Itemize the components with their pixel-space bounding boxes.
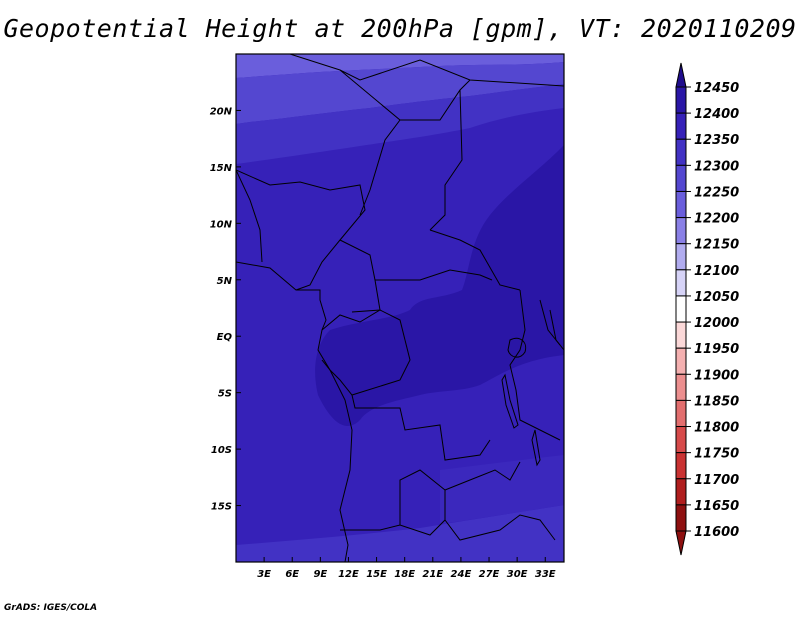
colorbar-label: 12150 — [694, 238, 739, 253]
colorbar-box — [675, 452, 687, 480]
x-tick-label: 15E — [366, 569, 387, 580]
coastline-east — [549, 309, 564, 351]
lake-malawi — [531, 429, 541, 467]
field-band-12400-core — [315, 145, 564, 426]
border-angola-namibia — [340, 490, 446, 536]
colorbar-label: 11800 — [694, 421, 739, 436]
y-tick-label: EQ — [217, 332, 233, 343]
border-sudan-ssudan — [429, 229, 521, 291]
border-southern-africa — [444, 514, 556, 541]
border-zambia — [444, 461, 521, 491]
lake-victoria — [507, 337, 527, 358]
y-tick-label: 15S — [211, 502, 232, 513]
border-car-south — [375, 269, 493, 281]
border-chad-libya — [339, 69, 471, 121]
x-tick-label: 3E — [257, 569, 271, 580]
colorbar-label: 11600 — [694, 525, 739, 540]
colorbar-box — [675, 504, 687, 532]
border-drc-south — [351, 394, 491, 461]
colorbar-bottom-triangle — [675, 530, 687, 556]
border-north-africa — [289, 54, 564, 87]
border-angola-zambia — [399, 469, 446, 525]
y-tick-label: 5S — [218, 389, 232, 400]
border-nigeria — [236, 169, 366, 291]
colorbar-top-triangle — [675, 62, 687, 88]
y-tick-label: 5N — [217, 276, 233, 287]
x-tick-label: 24E — [451, 569, 472, 580]
colorbar-label: 11950 — [694, 342, 739, 357]
y-tick-label: 10N — [210, 219, 233, 230]
colorbar-box — [675, 138, 687, 166]
x-tick-label: 27E — [479, 569, 500, 580]
lake-tanganyika — [501, 373, 519, 429]
colorbar-label: 12400 — [694, 107, 739, 122]
colorbar-label: 12050 — [694, 290, 739, 305]
latitude-axis: 20N 15N 10N 5N EQ 5S 10S 15S — [210, 106, 241, 513]
geopotential-field — [236, 54, 564, 562]
colorbar-box — [675, 112, 687, 140]
x-tick-label: 12E — [338, 569, 359, 580]
border-drc-west — [321, 309, 406, 341]
country-borders — [236, 54, 564, 562]
colorbar-box — [675, 399, 687, 428]
colorbar-label: 12100 — [694, 264, 739, 279]
y-tick-label: 10S — [211, 445, 232, 456]
x-tick-label: 18E — [394, 569, 415, 580]
colorbar-box — [675, 243, 687, 271]
border-east-africa — [509, 289, 561, 441]
coastline-west — [236, 261, 353, 562]
colorbar-box — [675, 426, 687, 454]
colorbar-box — [675, 373, 687, 401]
colorbar-box — [675, 347, 687, 375]
field-band-12250 — [236, 62, 564, 124]
border-niger-chad — [359, 119, 401, 216]
longitude-axis: 3E 6E 9E 12E 15E 18E 21E 24E 27E 30E 33E — [257, 557, 556, 580]
map-frame — [235, 53, 565, 563]
colorbar-box — [675, 295, 687, 323]
colorbar-box — [675, 478, 687, 506]
colorbar-box — [675, 86, 687, 114]
colorbar-label: 11650 — [694, 499, 739, 514]
colorbar-label: 12450 — [694, 81, 739, 96]
colorbar-label: 12250 — [694, 185, 739, 200]
x-tick-label: 33E — [535, 569, 556, 580]
x-tick-label: 9E — [313, 569, 327, 580]
colorbar-label: 11700 — [694, 473, 739, 488]
field-band-12350-southeast — [440, 455, 564, 524]
colorbar-label: 12300 — [694, 159, 739, 174]
colorbar-box — [675, 164, 687, 192]
colorbar-label: 12350 — [694, 133, 739, 148]
colorbar-label: 12000 — [694, 316, 739, 331]
y-tick-label: 20N — [210, 106, 233, 117]
colorbar-box — [675, 269, 687, 297]
colorbar: 12450 12400 12350 12300 12250 12200 12150 12100… — [675, 62, 739, 556]
border-chad-sudan — [429, 89, 463, 231]
colorbar-label: 11900 — [694, 368, 739, 383]
colorbar-label: 11850 — [694, 394, 739, 409]
colorbar-box — [675, 190, 687, 219]
x-tick-label: 30E — [507, 569, 528, 580]
coastline-west-north — [236, 169, 263, 263]
grads-credit: GrADS: IGES/COLA — [4, 603, 98, 613]
map-title: Geopotential Height at 200hPa [gpm], VT:… — [3, 14, 797, 43]
field-band-12350-south — [236, 505, 564, 562]
x-tick-label: 21E — [422, 569, 443, 580]
field-band-12200 — [236, 54, 564, 78]
colorbar-label: 12200 — [694, 212, 739, 227]
x-tick-label: 6E — [285, 569, 299, 580]
y-tick-label: 15N — [210, 163, 233, 174]
field-band-12300 — [236, 84, 564, 164]
colorbar-label: 11750 — [694, 447, 739, 462]
colorbar-box — [675, 217, 687, 245]
colorbar-box — [675, 321, 687, 349]
